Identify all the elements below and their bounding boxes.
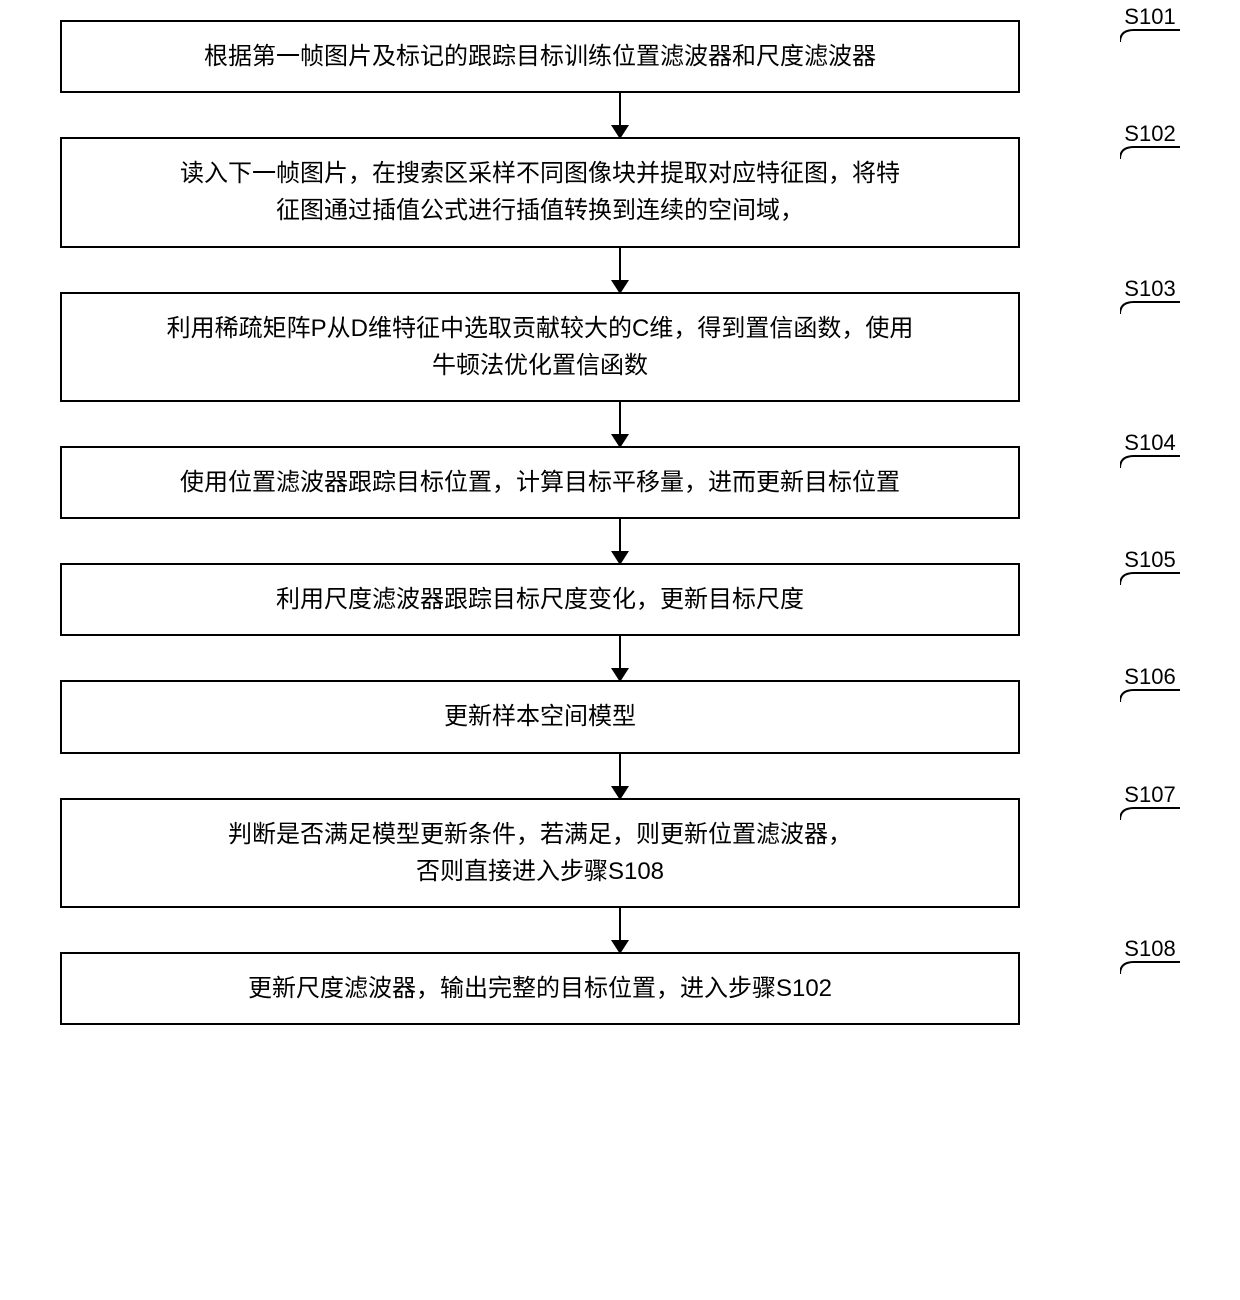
arrow-container (140, 754, 1100, 798)
step-text-line: 利用尺度滤波器跟踪目标尺度变化，更新目标尺度 (276, 581, 804, 618)
step-label-wrap: S101 (1120, 4, 1180, 56)
arrow-container (140, 519, 1100, 563)
arrow-container (140, 402, 1100, 446)
step-box-s102: 读入下一帧图片，在搜索区采样不同图像块并提取对应特征图，将特征图通过插值公式进行… (60, 137, 1020, 247)
step-label-wrap: S106 (1120, 664, 1180, 716)
callout-bracket (1120, 452, 1180, 482)
callout-bracket (1120, 26, 1180, 56)
step-text-line: 读入下一帧图片，在搜索区采样不同图像块并提取对应特征图，将特 (180, 155, 900, 192)
step-row: 读入下一帧图片，在搜索区采样不同图像块并提取对应特征图，将特征图通过插值公式进行… (60, 137, 1180, 247)
step-text-line: 判断是否满足模型更新条件，若满足，则更新位置滤波器， (228, 816, 852, 853)
step-text-line: 更新尺度滤波器，输出完整的目标位置，进入步骤S102 (248, 970, 832, 1007)
step-row: 根据第一帧图片及标记的跟踪目标训练位置滤波器和尺度滤波器S101 (60, 20, 1180, 93)
step-label-wrap: S103 (1120, 276, 1180, 328)
arrow-container (140, 908, 1100, 952)
step-label-wrap: S107 (1120, 782, 1180, 834)
step-text-line: 使用位置滤波器跟踪目标位置，计算目标平移量，进而更新目标位置 (180, 464, 900, 501)
step-row: 更新尺度滤波器，输出完整的目标位置，进入步骤S102S108 (60, 952, 1180, 1025)
arrow-down-icon (619, 402, 621, 446)
step-row: 利用稀疏矩阵P从D维特征中选取贡献较大的C维，得到置信函数，使用牛顿法优化置信函… (60, 292, 1180, 402)
callout-bracket (1120, 686, 1180, 716)
arrow-container (140, 636, 1100, 680)
arrow-down-icon (619, 519, 621, 563)
flowchart-container: 根据第一帧图片及标记的跟踪目标训练位置滤波器和尺度滤波器S101 读入下一帧图片，… (60, 20, 1180, 1025)
callout-bracket (1120, 143, 1180, 173)
step-box-s101: 根据第一帧图片及标记的跟踪目标训练位置滤波器和尺度滤波器 (60, 20, 1020, 93)
step-row: 判断是否满足模型更新条件，若满足，则更新位置滤波器，否则直接进入步骤S108S1… (60, 798, 1180, 908)
callout-bracket (1120, 298, 1180, 328)
step-box-s108: 更新尺度滤波器，输出完整的目标位置，进入步骤S102 (60, 952, 1020, 1025)
step-label-wrap: S105 (1120, 547, 1180, 599)
step-box-s103: 利用稀疏矩阵P从D维特征中选取贡献较大的C维，得到置信函数，使用牛顿法优化置信函… (60, 292, 1020, 402)
callout-bracket (1120, 958, 1180, 988)
step-text-line: 根据第一帧图片及标记的跟踪目标训练位置滤波器和尺度滤波器 (204, 38, 876, 75)
step-row: 利用尺度滤波器跟踪目标尺度变化，更新目标尺度S105 (60, 563, 1180, 636)
step-text-line: 更新样本空间模型 (444, 698, 636, 735)
arrow-down-icon (619, 636, 621, 680)
arrow-container (140, 93, 1100, 137)
arrow-down-icon (619, 908, 621, 952)
step-label-wrap: S104 (1120, 430, 1180, 482)
arrow-down-icon (619, 248, 621, 292)
step-box-s107: 判断是否满足模型更新条件，若满足，则更新位置滤波器，否则直接进入步骤S108 (60, 798, 1020, 908)
step-text-line: 征图通过插值公式进行插值转换到连续的空间域， (276, 192, 804, 229)
step-label-wrap: S102 (1120, 121, 1180, 173)
step-text-line: 利用稀疏矩阵P从D维特征中选取贡献较大的C维，得到置信函数，使用 (167, 310, 914, 347)
step-box-s104: 使用位置滤波器跟踪目标位置，计算目标平移量，进而更新目标位置 (60, 446, 1020, 519)
step-text-line: 否则直接进入步骤S108 (416, 853, 664, 890)
step-row: 更新样本空间模型S106 (60, 680, 1180, 753)
step-label-wrap: S108 (1120, 936, 1180, 988)
arrow-down-icon (619, 754, 621, 798)
callout-bracket (1120, 569, 1180, 599)
step-box-s105: 利用尺度滤波器跟踪目标尺度变化，更新目标尺度 (60, 563, 1020, 636)
step-text-line: 牛顿法优化置信函数 (432, 347, 648, 384)
arrow-down-icon (619, 93, 621, 137)
step-row: 使用位置滤波器跟踪目标位置，计算目标平移量，进而更新目标位置S104 (60, 446, 1180, 519)
arrow-container (140, 248, 1100, 292)
callout-bracket (1120, 804, 1180, 834)
step-box-s106: 更新样本空间模型 (60, 680, 1020, 753)
